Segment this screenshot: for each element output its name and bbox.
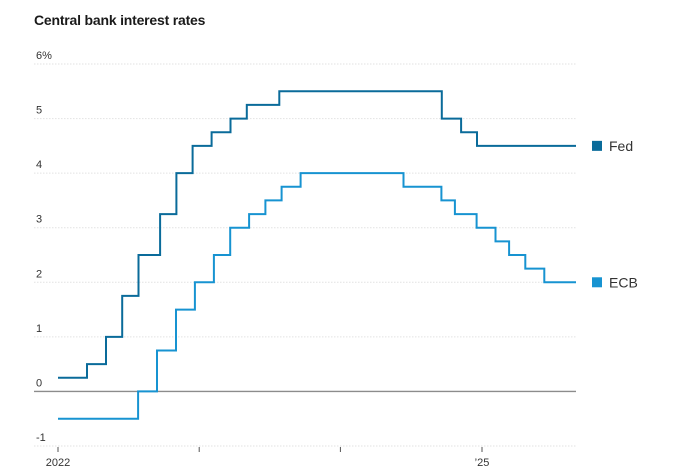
y-tick-label: 5 [36, 105, 42, 117]
legend-swatch-fed [592, 140, 602, 151]
legend-label-fed: Fed [609, 138, 633, 154]
y-tick-label: -1 [36, 432, 46, 444]
series-line-ecb [58, 172, 576, 420]
x-tick-label: ’25 [475, 457, 490, 469]
axis-ticks: 6% 5 4 3 2 1 0 -1 2022 ’25 [36, 50, 489, 469]
grid [34, 63, 576, 447]
y-tick-label: 3 [36, 214, 42, 226]
series-line-fed [58, 90, 576, 379]
y-tick-label: 2 [36, 268, 42, 280]
legend: Fed ECB [592, 138, 638, 290]
legend-swatch-ecb [592, 277, 602, 288]
y-tick-label: 4 [36, 159, 42, 171]
series-lines [58, 90, 576, 420]
y-tick-label: 1 [36, 323, 42, 335]
legend-label-ecb: ECB [609, 274, 638, 290]
y-tick-label: 0 [36, 377, 42, 389]
y-tick-label: 6% [36, 50, 52, 62]
x-tick-label: 2022 [46, 457, 70, 469]
chart-title: Central bank interest rates [34, 12, 206, 28]
